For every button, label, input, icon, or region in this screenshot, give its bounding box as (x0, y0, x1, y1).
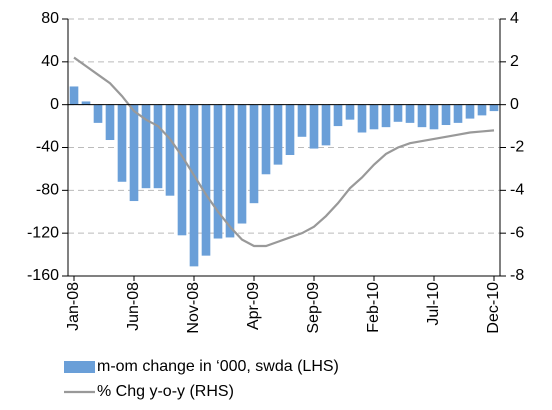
y2-tick-label: 2 (510, 53, 519, 70)
x-tick-label: Sep-09 (305, 282, 322, 334)
bar (297, 104, 307, 137)
bar (477, 104, 487, 116)
y2-tick-label: -2 (510, 139, 524, 156)
bar (105, 104, 115, 141)
bar (273, 104, 283, 165)
y2-tick-label: -6 (510, 224, 524, 241)
bar (189, 104, 199, 267)
y-tick-label: -120 (27, 224, 59, 241)
bar (177, 104, 187, 236)
bar (237, 104, 247, 224)
bar (249, 104, 259, 204)
legend-label: m-om change in ‘000, swda (LHS) (97, 358, 339, 375)
x-tick-label: Feb-10 (365, 282, 382, 333)
y-tick-label: 40 (41, 53, 59, 70)
bar (405, 104, 415, 123)
bar (453, 104, 463, 123)
bar (117, 104, 127, 182)
x-tick-label: Jun-08 (125, 282, 142, 331)
y-tick-label: -80 (36, 182, 59, 199)
bar (417, 104, 427, 128)
bar (381, 104, 391, 128)
bar (213, 104, 223, 239)
x-tick-label: Dec-10 (485, 282, 502, 334)
x-tick-label: Jul-10 (425, 282, 442, 326)
bar (393, 104, 403, 122)
y2-tick-label: -4 (510, 182, 524, 199)
bar (357, 104, 367, 133)
bar (141, 104, 151, 189)
bar (309, 104, 319, 149)
x-tick-label: Apr-09 (245, 282, 262, 330)
bar (261, 104, 271, 175)
legend-swatch (64, 361, 95, 373)
bar (129, 104, 139, 202)
bar (81, 101, 91, 105)
bar (165, 104, 175, 196)
line (73, 56, 495, 248)
bar (321, 104, 331, 146)
bar (201, 104, 211, 256)
y2-tick-label: -8 (510, 267, 524, 284)
y-tick-label: -160 (27, 267, 59, 284)
y2-tick-label: 4 (510, 10, 519, 27)
bar (489, 104, 499, 112)
bar (93, 104, 103, 123)
x-tick-label: Nov-08 (185, 282, 202, 334)
bar (429, 104, 439, 130)
y-tick-label: 80 (41, 10, 59, 27)
y-tick-label: -40 (36, 139, 59, 156)
bar (369, 104, 379, 130)
legend-label: % Chg y-o-y (RHS) (97, 383, 234, 400)
bar (441, 104, 451, 126)
x-tick-label: Jan-08 (65, 282, 82, 331)
bar (153, 104, 163, 189)
bar (225, 104, 235, 238)
bar (285, 104, 295, 155)
bar (69, 86, 79, 105)
y-tick-label: 0 (50, 96, 59, 113)
bar (345, 104, 355, 120)
bar (465, 104, 475, 119)
y2-tick-label: 0 (510, 96, 519, 113)
bar (333, 104, 343, 127)
